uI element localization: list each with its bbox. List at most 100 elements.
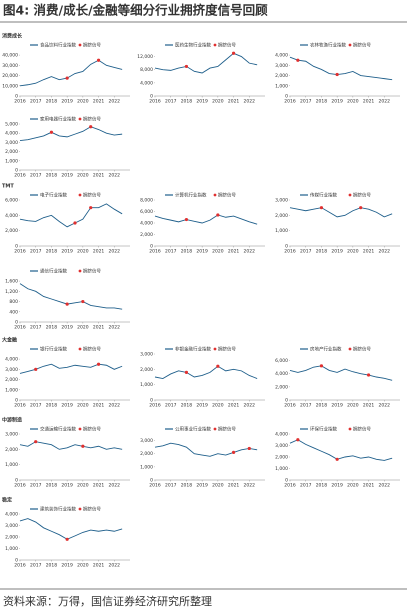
legend-label: 家用电器行业指数 — [40, 116, 76, 123]
x-tick-label: 2017 — [30, 99, 42, 105]
x-tick-label: 2018 — [181, 99, 193, 105]
legend-label: 拥挤信号 — [83, 268, 101, 275]
x-tick-label: 2022 — [109, 403, 121, 409]
y-tick-label: 4,000 — [5, 357, 18, 363]
y-tick-label: 1,000 — [275, 228, 288, 234]
index-line — [154, 52, 258, 74]
y-tick-label: 1,000 — [140, 464, 153, 470]
x-tick-label: 2020 — [212, 483, 224, 489]
y-tick-label: 3,000 — [5, 367, 18, 373]
legend-swatch — [78, 507, 82, 511]
x-tick-label: 2020 — [77, 403, 89, 409]
legend-swatch — [78, 269, 82, 273]
legend-label: 传媒行业指数 — [310, 192, 337, 199]
signal-point — [335, 72, 339, 77]
legend-label: 拥挤信号 — [218, 346, 236, 353]
y-tick-label: 4,000 — [275, 432, 288, 438]
x-tick-label: 2021 — [93, 563, 105, 569]
legend-label: 环保行业指数 — [310, 426, 337, 433]
x-tick-label: 2018 — [316, 403, 328, 409]
x-tick-label: 2016 — [284, 99, 296, 105]
y-tick-label: 0 — [15, 244, 18, 250]
x-tick-label: 2019 — [61, 483, 73, 489]
x-tick-label: 2018 — [46, 325, 58, 331]
legend-label: 拥挤信号 — [353, 42, 371, 49]
y-tick-label: 1,600 — [5, 279, 18, 285]
legend-label: 拥挤信号 — [353, 346, 371, 353]
signal-point — [81, 444, 85, 448]
x-tick-label: 2020 — [212, 249, 224, 255]
legend-label: 电子行业指数 — [40, 192, 67, 199]
x-tick-label: 2017 — [30, 325, 42, 331]
x-tick-label: 2021 — [228, 483, 240, 489]
legend-label: 农林牧渔行业指数 — [310, 42, 346, 49]
signal-point — [319, 206, 324, 210]
y-tick-label: 6,000 — [275, 358, 288, 364]
x-tick-label: 2021 — [363, 483, 375, 489]
signal-point — [216, 364, 220, 368]
y-tick-label: 3,000 — [140, 352, 153, 358]
legend-label: 拥挤信号 — [218, 192, 236, 199]
x-tick-label: 2018 — [46, 483, 58, 489]
y-tick-label: 1,000 — [5, 546, 18, 552]
legend-label: 公用事业行业指数 — [175, 426, 211, 433]
x-tick-label: 2017 — [30, 173, 42, 179]
x-tick-label: 2018 — [46, 99, 58, 105]
y-tick-label: 10,000 — [2, 83, 18, 89]
y-tick-label: 1,000 — [5, 387, 18, 393]
y-tick-label: 4,000 — [140, 221, 153, 227]
signal-point — [366, 373, 371, 377]
legend-label: 计算机行业指数 — [175, 192, 207, 199]
x-tick-label: 2016 — [14, 249, 26, 255]
legend-label: 拥挤信号 — [218, 42, 236, 49]
y-tick-label: 4,000 — [5, 213, 18, 219]
legend-swatch — [348, 193, 352, 197]
legend-swatch — [348, 427, 352, 431]
y-tick-label: 3,000 — [275, 443, 288, 449]
x-tick-label: 2022 — [109, 249, 121, 255]
signal-point — [96, 362, 101, 366]
signal-point — [81, 299, 85, 304]
y-tick-label: 0 — [15, 398, 18, 404]
x-tick-label: 2020 — [212, 99, 224, 105]
x-tick-label: 2021 — [93, 325, 105, 331]
legend-label: 拥挤信号 — [218, 426, 236, 433]
legend-swatch — [78, 193, 82, 197]
y-tick-label: 3,000 — [140, 438, 153, 444]
y-tick-label: 4,000 — [275, 371, 288, 377]
x-tick-label: 2020 — [77, 483, 89, 489]
y-tick-label: 1,200 — [5, 289, 18, 295]
x-tick-label: 2021 — [93, 173, 105, 179]
signal-point — [247, 446, 251, 451]
legend-label: 拥挤信号 — [353, 192, 371, 199]
source-note: 资料来源：万得，国信证券经济研究所整理 — [3, 594, 212, 608]
legend-label: 交通运输行业指数 — [40, 426, 76, 433]
y-tick-label: 6,000 — [5, 198, 18, 204]
x-tick-label: 2019 — [61, 563, 73, 569]
legend-label: 建筑装饰行业指数 — [40, 506, 76, 513]
x-tick-label: 2020 — [212, 403, 224, 409]
x-tick-label: 2019 — [61, 99, 73, 105]
x-tick-label: 2022 — [109, 563, 121, 569]
legend-swatch — [78, 117, 82, 121]
y-tick-label: 0 — [285, 478, 288, 484]
legend-label: 非银金融行业指数 — [175, 346, 211, 353]
x-tick-label: 2020 — [77, 99, 89, 105]
y-tick-label: 3,000 — [275, 198, 288, 204]
y-tick-label: 2,000 — [140, 367, 153, 373]
x-tick-label: 2016 — [149, 249, 161, 255]
y-tick-label: 1,000 — [140, 382, 153, 388]
x-tick-label: 2019 — [61, 249, 73, 255]
legend-label: 银行行业指数 — [40, 346, 67, 353]
index-line — [154, 214, 258, 225]
x-tick-label: 2017 — [300, 249, 312, 255]
index-line — [154, 365, 258, 380]
index-line — [289, 207, 393, 218]
legend-label: 房地产行业指数 — [310, 346, 342, 353]
y-tick-label: 8,000 — [140, 198, 153, 204]
legend-swatch — [78, 347, 82, 351]
y-tick-label: 400 — [9, 309, 18, 315]
y-tick-label: 0 — [150, 94, 153, 100]
x-tick-label: 2020 — [347, 99, 359, 105]
